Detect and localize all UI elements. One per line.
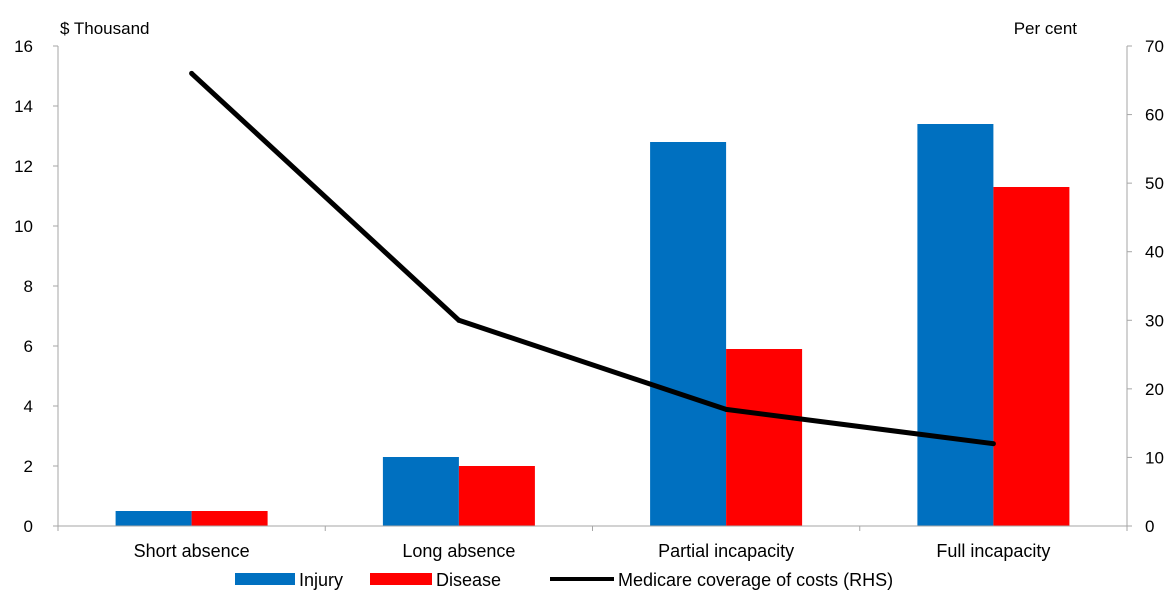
right-tick-label: 60 — [1145, 106, 1164, 125]
legend-label-medicare-coverage-of-costs-rhs: Medicare coverage of costs (RHS) — [618, 570, 893, 590]
left-tick-label: 2 — [24, 457, 33, 476]
bar-injury-1 — [382, 457, 459, 526]
line-point-3 — [990, 441, 996, 447]
right-tick-label: 70 — [1145, 37, 1164, 56]
legend-label-disease: Disease — [436, 570, 501, 590]
category-label: Full incapacity — [936, 541, 1050, 561]
right-tick-label: 40 — [1145, 243, 1164, 262]
bar-disease-0 — [191, 511, 268, 526]
left-axis-unit: $ Thousand — [60, 19, 149, 38]
left-tick-label: 10 — [14, 217, 33, 236]
left-tick-label: 8 — [24, 277, 33, 296]
right-axis-unit: Per cent — [1014, 19, 1078, 38]
bar-disease-2 — [726, 349, 803, 526]
left-tick-label: 14 — [14, 97, 33, 116]
line-layer — [189, 70, 996, 447]
line-point-1 — [456, 317, 462, 323]
line-point-0 — [189, 70, 195, 76]
category-label: Short absence — [134, 541, 250, 561]
legend-label-injury: Injury — [299, 570, 343, 590]
right-tick-label: 30 — [1145, 311, 1164, 330]
right-tick-label: 20 — [1145, 380, 1164, 399]
left-tick-label: 12 — [14, 157, 33, 176]
legend: Injury Disease Medicare coverage of costs … — [235, 570, 893, 590]
legend-swatch-disease — [370, 573, 432, 585]
right-tick-label: 50 — [1145, 174, 1164, 193]
axes-layer: 0 2 4 6 8 10 12 14 16 0 10 20 30 40 50 60 70 Short absenc… — [14, 37, 1164, 561]
category-label: Long absence — [402, 541, 515, 561]
right-tick-label: 0 — [1145, 517, 1154, 536]
bar-injury-0 — [115, 511, 192, 526]
line-series-medicare-coverage — [189, 71, 994, 447]
bar-injury-2 — [650, 142, 727, 526]
legend-swatch-injury — [235, 573, 295, 585]
left-tick-label: 4 — [24, 397, 33, 416]
right-tick-label: 10 — [1145, 448, 1164, 467]
left-tick-label: 16 — [14, 37, 33, 56]
category-label: Partial incapacity — [658, 541, 794, 561]
left-tick-label: 6 — [24, 337, 33, 356]
left-tick-label: 0 — [24, 517, 33, 536]
bar-disease-3 — [993, 187, 1070, 526]
bar-injury-3 — [917, 124, 994, 526]
bars-layer — [115, 124, 1070, 526]
line-point-2 — [723, 406, 729, 412]
bar-disease-1 — [458, 466, 535, 526]
